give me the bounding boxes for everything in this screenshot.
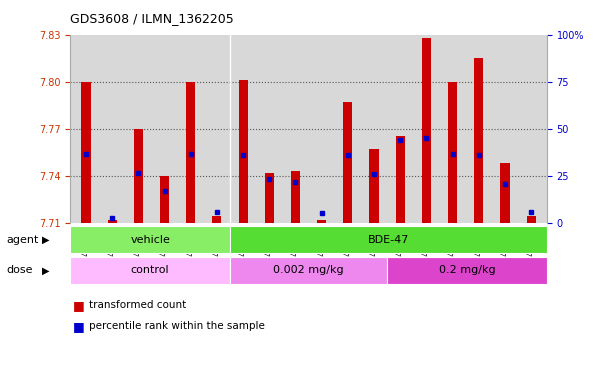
Bar xyxy=(134,129,143,223)
Text: 0.002 mg/kg: 0.002 mg/kg xyxy=(273,265,344,275)
Bar xyxy=(500,163,510,223)
Bar xyxy=(422,38,431,223)
Bar xyxy=(238,80,247,223)
Bar xyxy=(160,175,169,223)
Bar xyxy=(370,149,379,223)
Bar xyxy=(387,257,547,284)
Text: ▶: ▶ xyxy=(42,235,49,245)
Bar xyxy=(230,226,547,253)
Text: GDS3608 / ILMN_1362205: GDS3608 / ILMN_1362205 xyxy=(70,12,234,25)
Bar xyxy=(230,257,387,284)
Bar xyxy=(527,217,536,223)
Text: transformed count: transformed count xyxy=(89,300,186,310)
Text: agent: agent xyxy=(6,235,38,245)
Text: ■: ■ xyxy=(73,299,85,312)
Bar xyxy=(396,136,404,223)
Bar xyxy=(265,172,274,223)
Bar xyxy=(343,102,353,223)
Bar xyxy=(213,217,221,223)
Bar xyxy=(474,58,483,223)
Text: vehicle: vehicle xyxy=(130,235,170,245)
Bar xyxy=(291,171,300,223)
Text: ■: ■ xyxy=(73,320,85,333)
Text: control: control xyxy=(131,265,169,275)
Bar xyxy=(70,257,230,284)
Text: 0.2 mg/kg: 0.2 mg/kg xyxy=(439,265,496,275)
Bar xyxy=(186,81,196,223)
Bar xyxy=(317,220,326,223)
Bar xyxy=(81,81,90,223)
Text: ▶: ▶ xyxy=(42,265,49,275)
Text: dose: dose xyxy=(6,265,32,275)
Bar xyxy=(108,220,117,223)
Text: BDE-47: BDE-47 xyxy=(368,235,409,245)
Bar xyxy=(70,226,230,253)
Bar xyxy=(448,81,457,223)
Text: percentile rank within the sample: percentile rank within the sample xyxy=(89,321,265,331)
